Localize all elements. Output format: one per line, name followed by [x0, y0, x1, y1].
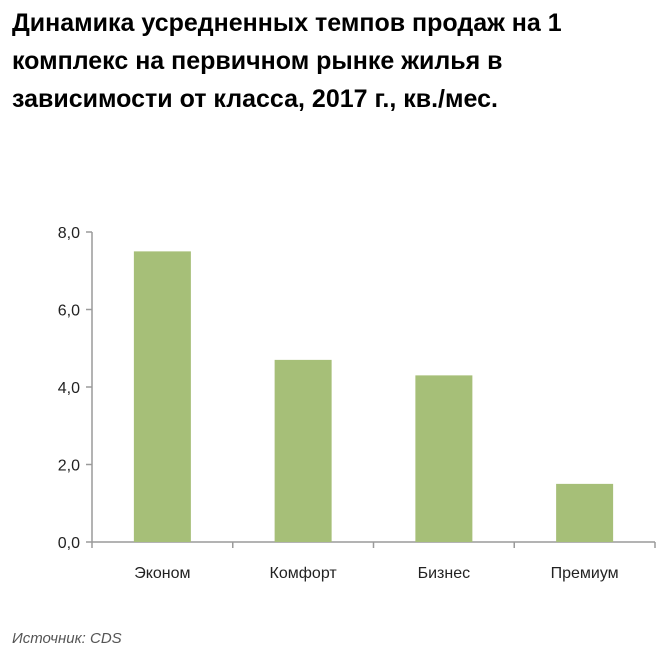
x-category-label: Эконом: [134, 565, 190, 582]
source-note: Источник: CDS: [12, 630, 122, 647]
y-tick-label: 0,0: [58, 535, 80, 552]
x-category-label: Премиум: [551, 565, 619, 582]
y-tick-label: 4,0: [58, 380, 80, 397]
y-tick-label: 2,0: [58, 458, 80, 475]
x-category-label: Комфорт: [270, 565, 338, 582]
y-tick-label: 6,0: [58, 303, 80, 320]
chart-title: Динамика усредненных темпов продаж на 1 …: [12, 9, 562, 113]
bar: [133, 251, 191, 542]
bar: [556, 483, 614, 542]
bar: [274, 359, 332, 542]
x-category-label: Бизнес: [418, 565, 471, 582]
bar: [415, 375, 473, 542]
y-tick-label: 8,0: [58, 225, 80, 242]
